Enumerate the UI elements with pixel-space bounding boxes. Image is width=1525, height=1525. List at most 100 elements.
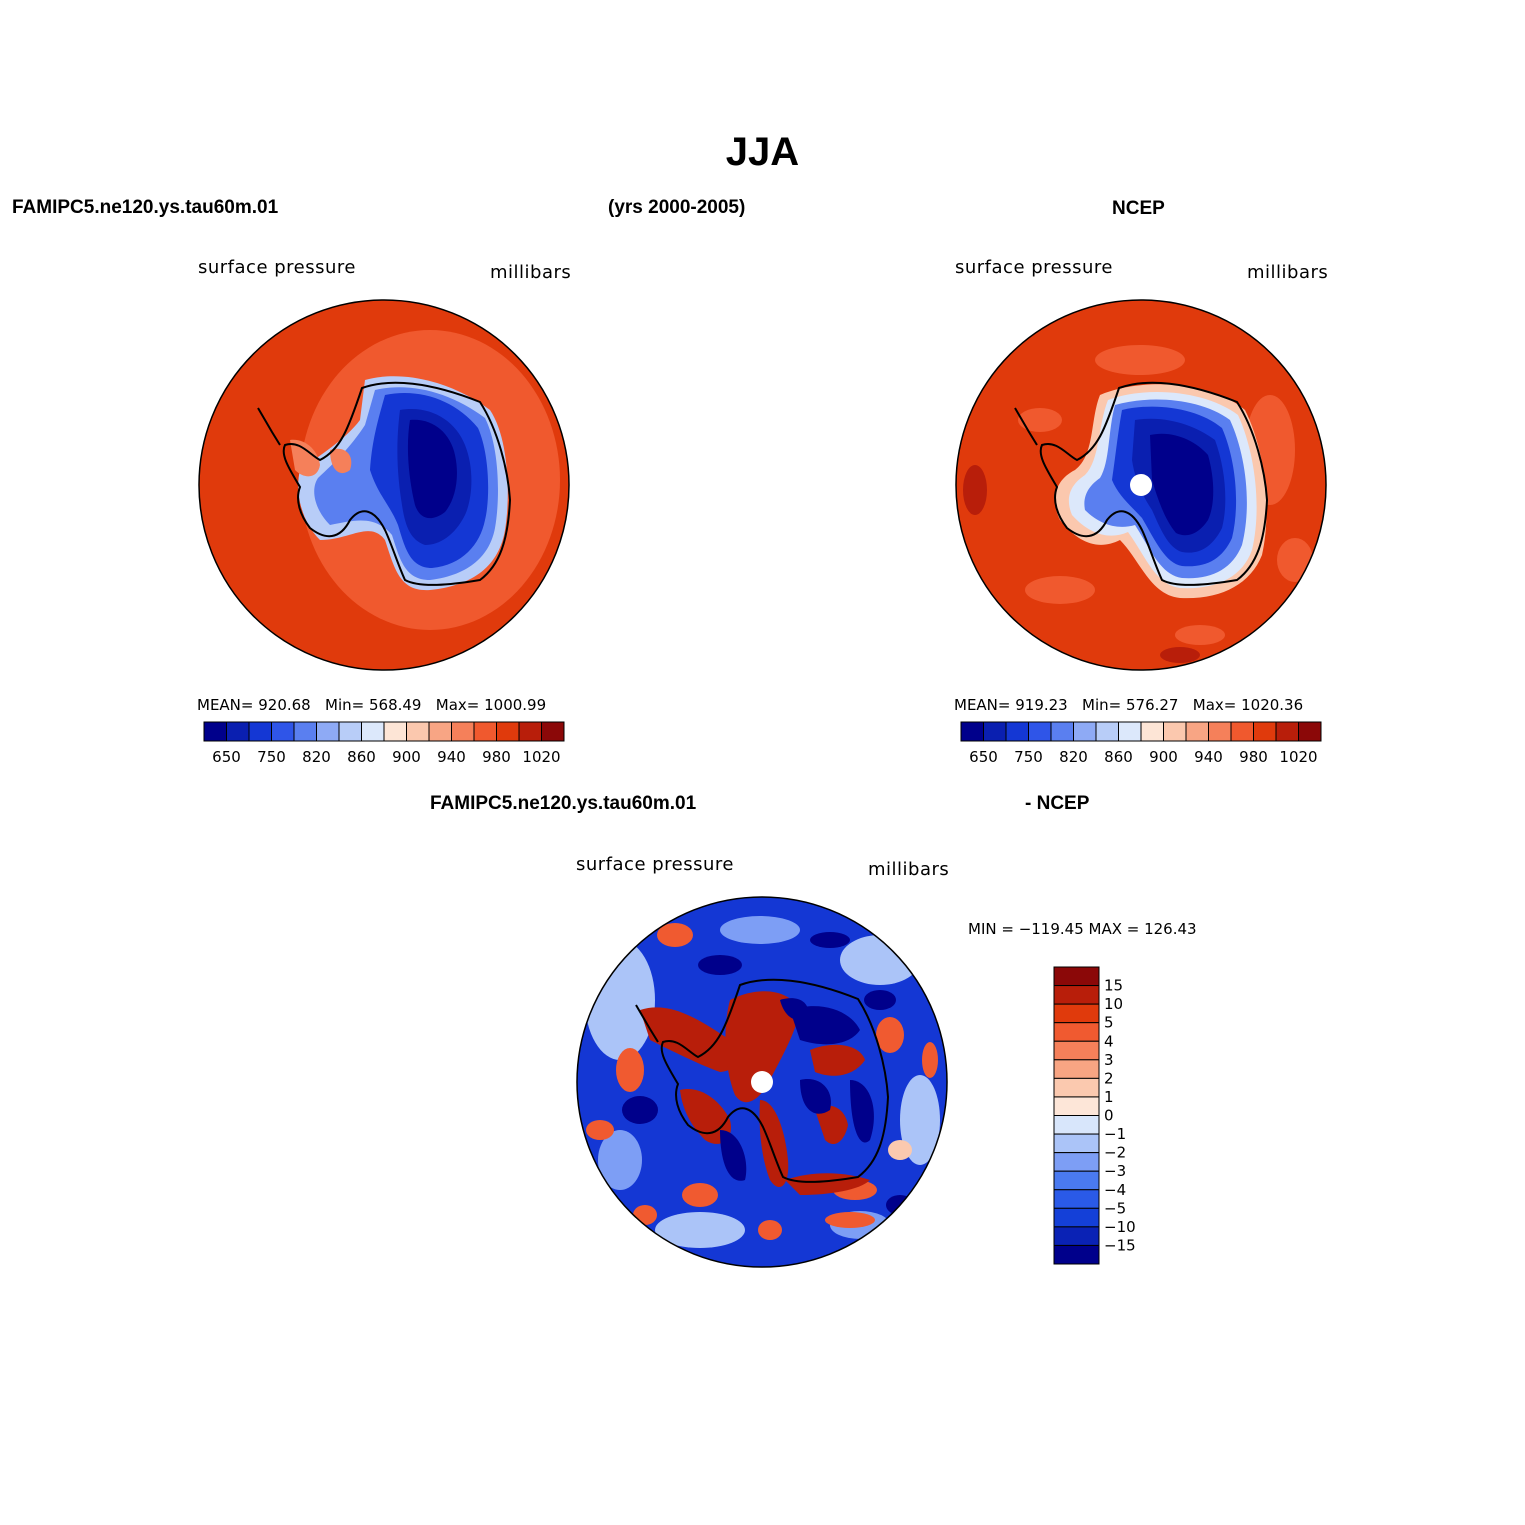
panel1-units-label: millibars <box>490 262 572 283</box>
panel1-variable-label: surface pressure <box>198 257 356 278</box>
colorbar-tick-label: 980 <box>482 748 511 766</box>
colorbar-box <box>1118 721 1142 742</box>
panel2-units-label: millibars <box>1247 262 1329 283</box>
years-header: (yrs 2000-2005) <box>608 197 746 218</box>
colorbar-box <box>518 721 542 742</box>
colorbar-box <box>1053 1244 1100 1265</box>
colorbar-box <box>1053 985 1100 1005</box>
main-title: JJA <box>725 130 800 174</box>
colorbar-box <box>1053 1189 1100 1209</box>
colorbar-box <box>1053 1207 1100 1228</box>
colorbar-tick-label: 1020 <box>522 748 560 766</box>
colorbar-box <box>1053 1040 1100 1061</box>
colorbar-box <box>361 721 385 742</box>
colorbar-box <box>1275 721 1299 742</box>
colorbar-tick-label: 860 <box>347 748 376 766</box>
colorbar-box <box>383 721 407 742</box>
colorbar-tick-label: 900 <box>1149 748 1178 766</box>
colorbar-box <box>1053 1022 1100 1042</box>
colorbar-box <box>1053 1152 1100 1172</box>
colorbar-box <box>1053 1226 1100 1246</box>
colorbar-tick-label: 900 <box>392 748 421 766</box>
colorbar-box <box>1185 721 1209 742</box>
colorbar-tick-label: 1020 <box>1279 748 1317 766</box>
colorbar-tick-label: 15 <box>1104 977 1123 995</box>
colorbar-box <box>406 721 430 742</box>
colorbar-tick-label: 650 <box>969 748 998 766</box>
panel1-stats: MEAN= 920.68 Min= 568.49 Max= 1000.99 <box>197 696 547 714</box>
colorbar-tick-label: 5 <box>1104 1014 1114 1032</box>
colorbar-box <box>226 721 250 742</box>
colorbar-box <box>1163 721 1187 742</box>
colorbar-box <box>983 721 1007 742</box>
colorbar-box <box>428 721 452 742</box>
diff-model-header: FAMIPC5.ne120.ys.tau60m.01 <box>430 793 697 814</box>
colorbar-box <box>1005 721 1029 742</box>
colorbar-box <box>1140 721 1164 742</box>
colorbar-tick-label: 940 <box>1194 748 1223 766</box>
colorbar-tick-label: −5 <box>1104 1199 1126 1217</box>
colorbar-box <box>293 721 317 742</box>
colorbar-tick-label: 750 <box>257 748 286 766</box>
colorbar-box <box>1053 1096 1100 1116</box>
colorbar-box <box>1298 721 1322 742</box>
colorbar-tick-label: 940 <box>437 748 466 766</box>
colorbar-box <box>451 721 475 742</box>
panel2-stats: MEAN= 919.23 Min= 576.27 Max= 1020.36 <box>954 696 1304 714</box>
colorbar-box <box>1050 721 1074 742</box>
colorbar-tick-label: 750 <box>1014 748 1043 766</box>
colorbar-box <box>960 721 984 742</box>
colorbar-tick-label: −15 <box>1104 1236 1136 1254</box>
colorbar-tick-label: 820 <box>302 748 331 766</box>
colorbar-tick-label: −3 <box>1104 1162 1126 1180</box>
colorbar-tick-label: 1 <box>1104 1088 1114 1106</box>
colorbar-tick-label: 2 <box>1104 1069 1114 1087</box>
colorbar-tick-label: 980 <box>1239 748 1268 766</box>
model-name-header: FAMIPC5.ne120.ys.tau60m.01 <box>12 197 279 218</box>
colorbar-box <box>1053 1003 1100 1024</box>
colorbar-ncep: 650 750 820 860 900 940 980 1020 <box>960 721 1322 766</box>
colorbar-box <box>1230 721 1254 742</box>
colorbar-tick-label: 860 <box>1104 748 1133 766</box>
colorbar-box <box>1053 1059 1100 1079</box>
colorbar-model: 650 750 820 860 900 940 980 1020 <box>203 721 565 766</box>
diff-obs-header: - NCEP <box>1025 793 1090 814</box>
colorbar-tick-label: 650 <box>212 748 241 766</box>
colorbar-box <box>271 721 295 742</box>
colorbar-box <box>203 721 227 742</box>
colorbar-box <box>1053 1115 1100 1135</box>
polar-map-difference <box>576 896 948 1268</box>
colorbar-box <box>1253 721 1277 742</box>
colorbar-box <box>338 721 362 742</box>
colorbar-box <box>1053 966 1100 987</box>
colorbar-tick-label: 0 <box>1104 1107 1114 1125</box>
panel3-stats: MIN = −119.45 MAX = 126.43 <box>968 920 1197 938</box>
colorbar-tick-label: −1 <box>1104 1125 1126 1143</box>
colorbar-tick-label: 820 <box>1059 748 1088 766</box>
colorbar-box <box>496 721 520 742</box>
colorbar-box <box>1028 721 1052 742</box>
colorbar-box <box>1053 1170 1100 1191</box>
colorbar-box <box>1208 721 1232 742</box>
panel2-variable-label: surface pressure <box>955 257 1113 278</box>
colorbar-box <box>1073 721 1097 742</box>
colorbar-box <box>1053 1133 1100 1154</box>
colorbar-box <box>541 721 565 742</box>
colorbar-box <box>473 721 497 742</box>
colorbar-box <box>1095 721 1119 742</box>
colorbar-tick-label: 3 <box>1104 1051 1114 1069</box>
polar-map-ncep <box>955 299 1327 671</box>
colorbar-tick-label: 4 <box>1104 1032 1114 1050</box>
colorbar-box <box>316 721 340 742</box>
panel3-units-label: millibars <box>868 859 950 880</box>
polar-map-model <box>198 299 570 671</box>
colorbar-tick-label: −10 <box>1104 1218 1136 1236</box>
colorbar-tick-label: −2 <box>1104 1144 1126 1162</box>
panel3-variable-label: surface pressure <box>576 854 734 875</box>
colorbar-box <box>248 721 272 742</box>
colorbar-tick-label: −4 <box>1104 1181 1126 1199</box>
colorbar-box <box>1053 1077 1100 1098</box>
colorbar-tick-label: 10 <box>1104 995 1123 1013</box>
